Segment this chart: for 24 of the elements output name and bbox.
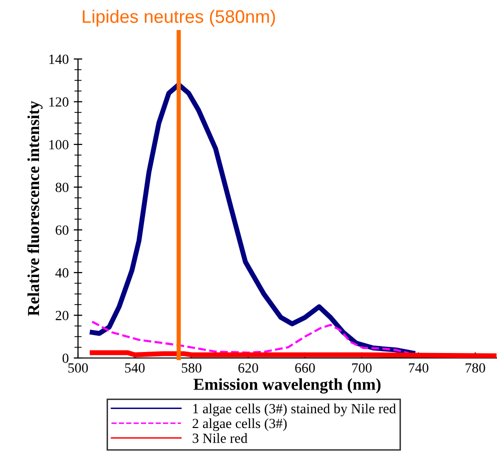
ref-line-label: Lipides neutres (580nm) [82, 10, 275, 27]
y-tick-label: 40 [55, 268, 68, 278]
x-axis-title: Emission wavelength (nm) [194, 378, 381, 394]
x-tick-label: 780 [466, 363, 486, 373]
y-tick-label: 80 [56, 182, 68, 192]
y-tick-label: 100 [49, 140, 68, 150]
line-series [90, 82, 416, 356]
legend-label: 3 Nile red [192, 433, 248, 443]
legend-label: 1 algae cells (3#) stained by Nile red [193, 404, 396, 416]
x-tick-label: 620 [238, 363, 258, 373]
x-tick-label: 500 [68, 363, 88, 373]
y-tick-label: 120 [49, 97, 68, 107]
y-tick-label: 20 [56, 310, 68, 320]
line-series [91, 320, 410, 354]
y-tick-label: 0 [62, 354, 68, 363]
x-tick-label: 700 [352, 363, 372, 373]
y-axis-title: Relative fluorescence intensity [27, 100, 43, 316]
y-tick-label: 140 [49, 54, 68, 64]
legend-label: 2 algae cells (3#) [192, 418, 287, 432]
x-tick-label: 660 [295, 363, 315, 373]
x-tick-label: 740 [408, 363, 428, 373]
x-tick-label: 580 [182, 363, 202, 373]
x-tick-label: 540 [125, 363, 145, 373]
y-tick-label: 60 [56, 225, 68, 235]
